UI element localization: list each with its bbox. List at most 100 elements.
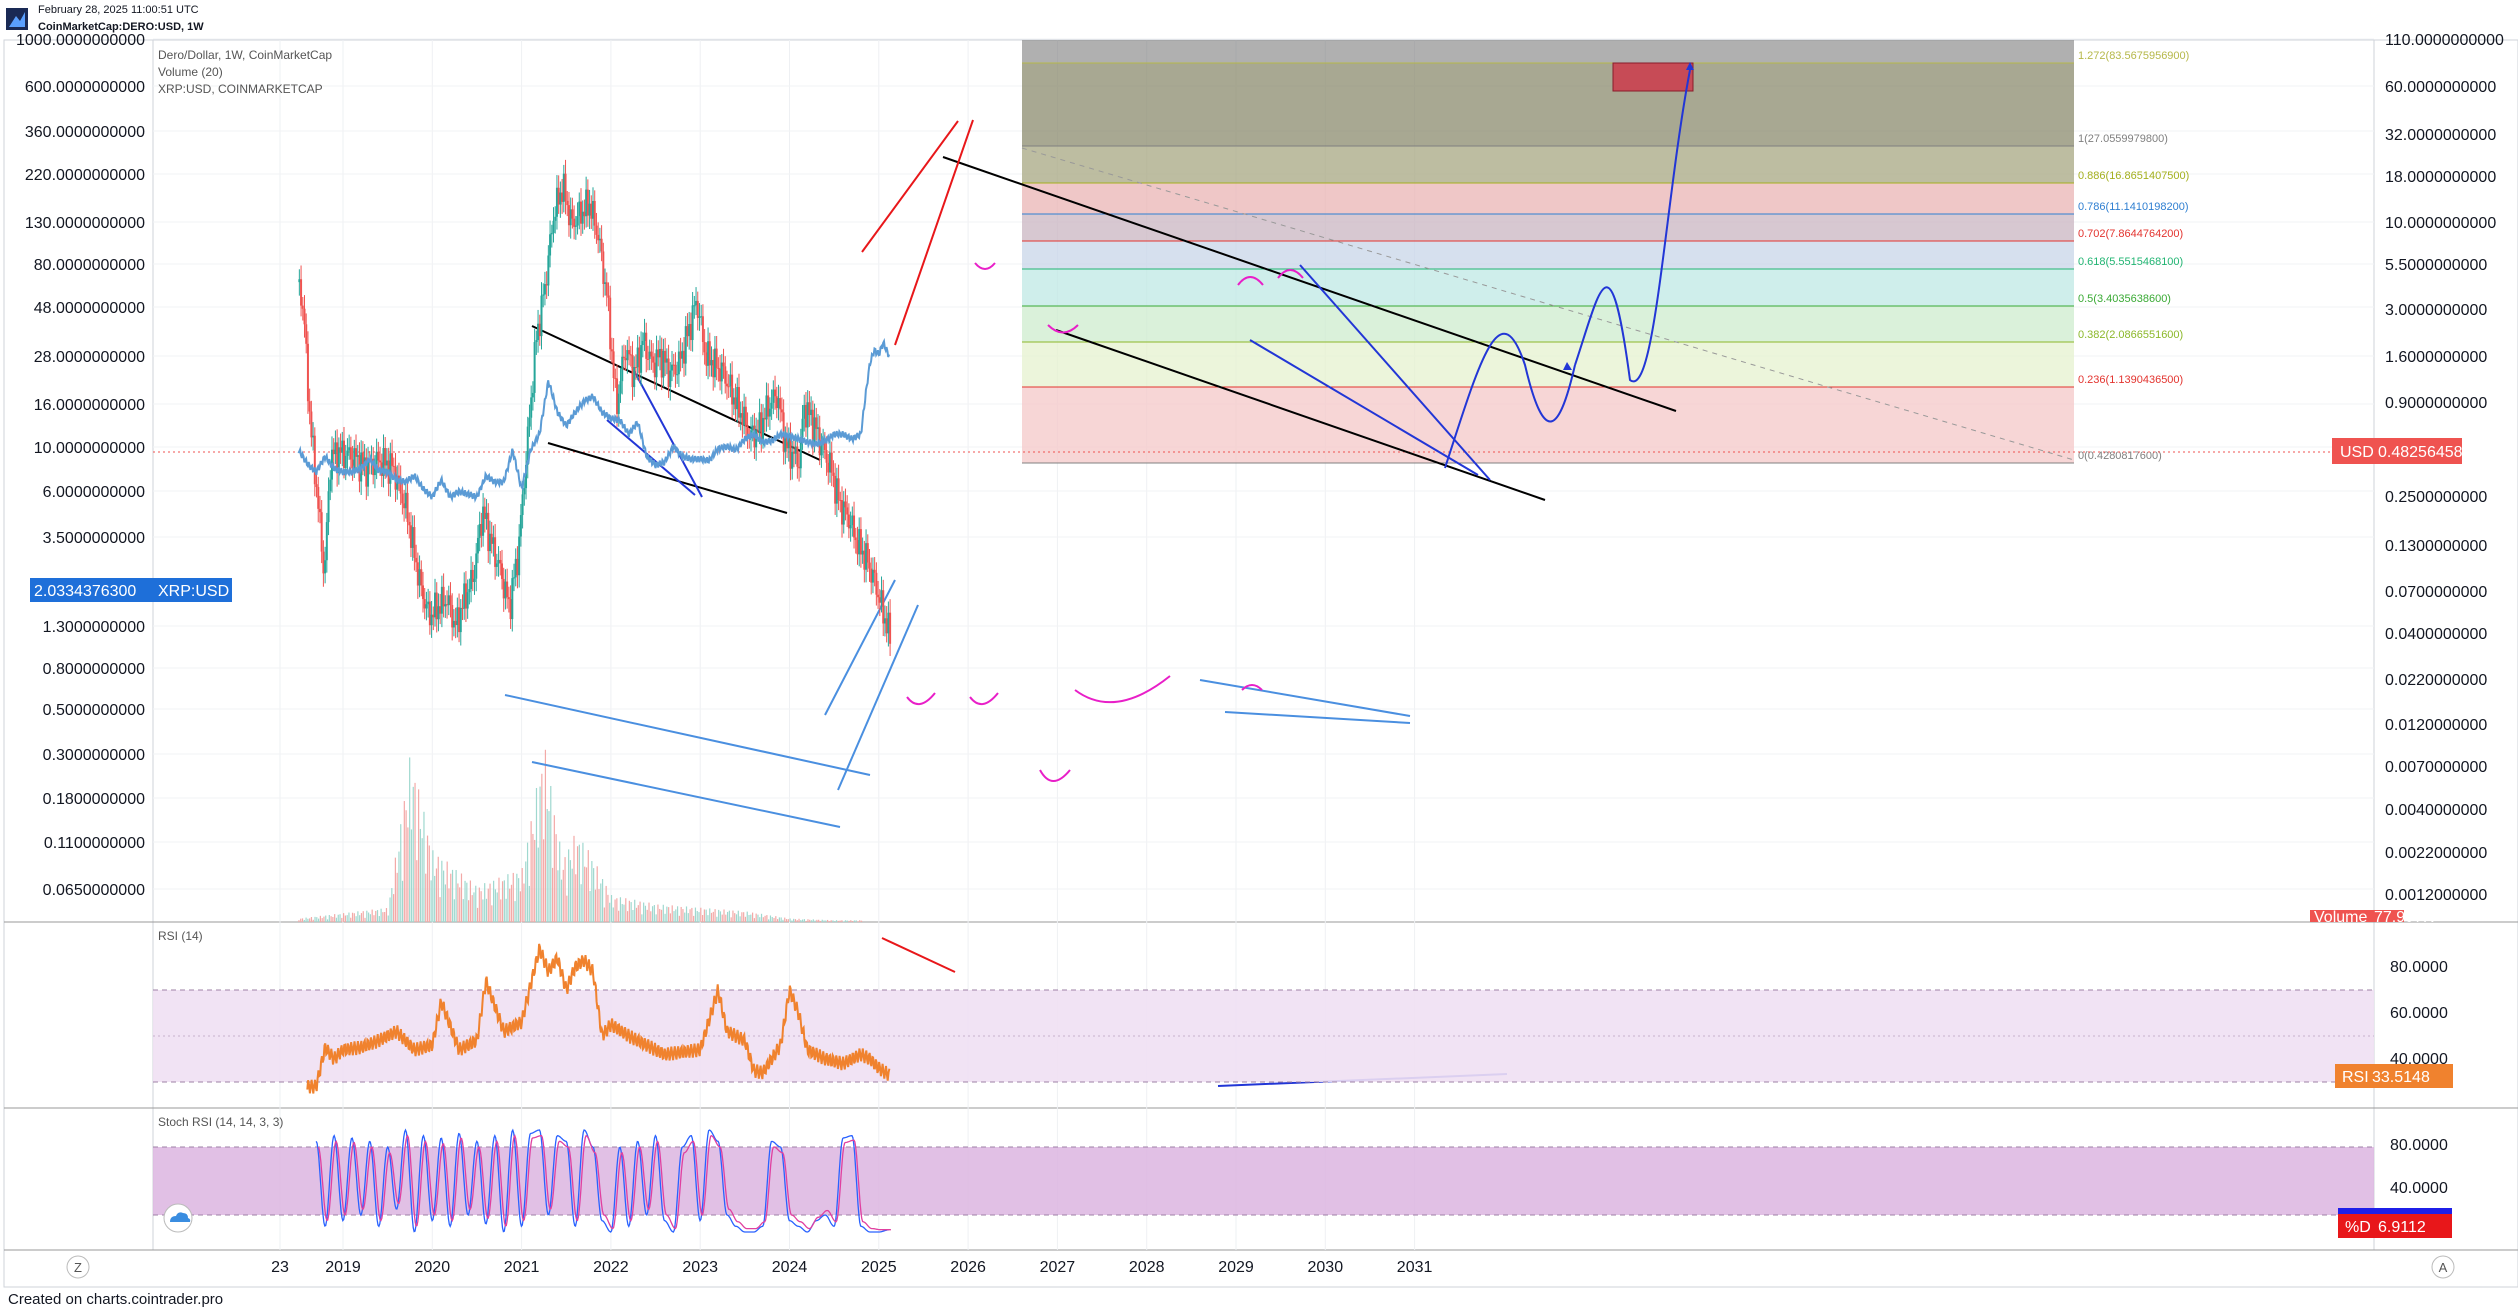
dero-candle: [729, 374, 732, 387]
dero-candle: [806, 402, 809, 428]
svg-text:Z: Z: [74, 1260, 82, 1275]
right-tick-label: 0.0220000000: [2385, 672, 2487, 689]
right-tick-label: 0.1300000000: [2385, 538, 2487, 555]
dero-candle: [835, 478, 838, 504]
dero-candle: [526, 426, 529, 465]
dero-candle: [351, 459, 354, 469]
dero-candle: [516, 558, 519, 576]
dero-candle: [664, 350, 667, 363]
rsi-value-tag: RSI 33.5148: [2335, 1064, 2453, 1088]
dero-candle: [813, 417, 816, 442]
magenta-arc: [1039, 769, 1071, 782]
dero-candle: [416, 562, 419, 586]
right-tick-label: 110.0000000000: [2385, 32, 2504, 49]
indicator-axes: 80.0000 60.0000 40.0000 80.0000 40.0000: [2390, 959, 2448, 1197]
rsi-tick-label: 60.0000: [2390, 1005, 2448, 1022]
dero-candle: [775, 396, 778, 409]
dero-candle: [691, 305, 694, 341]
auto-scale-button[interactable]: A: [2431, 1255, 2455, 1279]
dero-candle: [365, 457, 368, 487]
dero-candle: [844, 501, 847, 508]
right-tick-label: 0.0040000000: [2385, 802, 2487, 819]
dero-candle: [425, 604, 428, 609]
dero-candle: [763, 417, 766, 420]
right-tick-label: 0.0400000000: [2385, 626, 2487, 643]
dero-candle: [873, 569, 876, 573]
dero-candle: [701, 316, 704, 343]
dero-candle: [399, 477, 402, 494]
timezone-button[interactable]: Z: [66, 1255, 90, 1279]
dero-candle: [605, 282, 608, 296]
dero-candle: [695, 300, 698, 306]
dero-candle: [641, 340, 644, 346]
dero-candle: [633, 367, 636, 388]
volume-tag-value: 77.997K: [2374, 909, 2434, 926]
dero-candle: [555, 187, 558, 217]
dero-candle: [542, 294, 545, 296]
dero-candle: [430, 614, 433, 626]
dero-candle: [315, 484, 318, 488]
dero-candle: [576, 216, 579, 226]
dero-candle: [736, 387, 739, 410]
dero-candle: [760, 412, 763, 440]
left-tick-label: 0.5000000000: [43, 702, 145, 719]
dero-candle: [643, 332, 646, 341]
dero-candle: [607, 295, 610, 298]
dero-candle: [579, 201, 582, 224]
dero-candle: [744, 406, 747, 427]
x-tick-label: 2030: [1308, 1259, 1344, 1276]
dero-candle: [631, 354, 634, 388]
dero-candle: [861, 550, 864, 555]
dero-candle: [883, 618, 886, 624]
dero-candle: [343, 440, 345, 468]
dero-candle: [506, 581, 509, 598]
dero-candle: [681, 350, 684, 359]
xrp-tag-label: XRP:USD: [158, 583, 229, 600]
dero-candle: [349, 447, 352, 460]
dero-candle: [471, 569, 474, 582]
fib-level-label: 1(27.0559979800): [2078, 133, 2168, 145]
dero-candle: [454, 620, 457, 626]
trend-line: [1299, 264, 1491, 481]
dero-candle: [885, 618, 888, 634]
dero-candle: [772, 389, 775, 403]
dero-candle: [466, 592, 469, 609]
dero-candle: [804, 404, 807, 428]
arrow-head: [1686, 62, 1694, 70]
dero-candle: [619, 381, 622, 394]
dero-candle: [827, 462, 830, 473]
dero-candle: [561, 192, 564, 202]
dero-candle: [473, 578, 476, 582]
dero-candle: [803, 404, 806, 419]
dero-candle: [655, 349, 658, 378]
dero-candle: [722, 362, 725, 367]
left-price-axis: 1000.0000000000 600.0000000000 360.0000000…: [16, 32, 145, 899]
dero-candle: [604, 282, 607, 284]
dero-candle: [770, 402, 773, 409]
dero-candle: [487, 512, 490, 552]
symbol-title: CoinMarketCap:DERO:USD, 1W: [38, 21, 204, 33]
x-tick-label: 2031: [1397, 1259, 1433, 1276]
cloud-icon[interactable]: [163, 1203, 193, 1233]
left-tick-label: 130.0000000000: [25, 215, 145, 232]
dero-candle: [859, 529, 862, 555]
dero-candle: [684, 326, 687, 364]
dero-candle: [456, 607, 459, 626]
dero-candle: [305, 324, 308, 344]
dero-candle: [415, 557, 418, 563]
dero-candle: [710, 360, 713, 366]
left-tick-label: 0.8000000000: [43, 661, 145, 678]
dero-candle: [683, 350, 686, 364]
right-tick-label: 0.0700000000: [2385, 584, 2487, 601]
left-tick-label: 600.0000000000: [25, 79, 145, 96]
trend-line: [631, 366, 703, 498]
dero-candle: [569, 209, 572, 226]
dero-candle: [559, 192, 562, 205]
dero-candle: [847, 514, 850, 529]
left-tick-label: 16.0000000000: [34, 397, 145, 414]
dero-candle: [396, 475, 399, 490]
fib-level-label: 1.272(83.5675956900): [2078, 50, 2189, 62]
dero-candle: [318, 508, 321, 513]
volume-tag-label: Volume: [2314, 909, 2367, 926]
